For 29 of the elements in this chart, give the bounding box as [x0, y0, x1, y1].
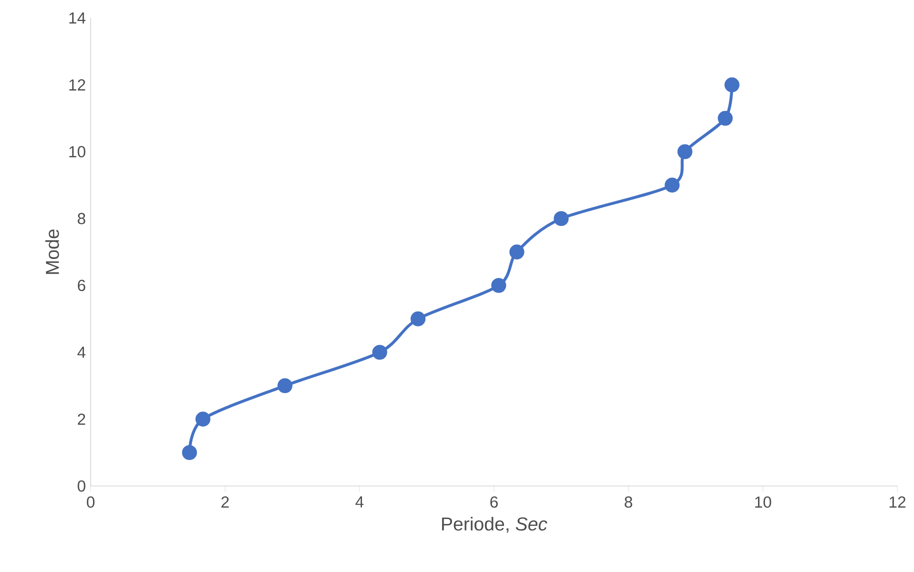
point — [491, 278, 506, 293]
y-tick-label: 6 — [78, 280, 86, 292]
x-axis-title: Periode, Sec — [442, 516, 548, 533]
point — [410, 311, 426, 326]
point — [554, 211, 569, 226]
x-tick-label: 8 — [624, 496, 632, 508]
x-tick-label: 6 — [490, 496, 498, 508]
x-tick-label: 12 — [890, 496, 906, 508]
y-axis-title: Mode — [45, 229, 60, 274]
y-tick-label: 10 — [69, 146, 86, 158]
point — [277, 378, 292, 394]
point — [677, 144, 692, 160]
y-tick-label: 4 — [77, 346, 86, 358]
point — [664, 178, 680, 193]
point — [372, 344, 388, 360]
point — [724, 77, 740, 92]
point — [509, 244, 524, 260]
y-tick-label: 14 — [69, 12, 86, 24]
x-tick-label: 2 — [221, 496, 229, 508]
x-tick-label: 4 — [355, 496, 364, 508]
y-tick-label: 0 — [78, 480, 86, 492]
y-tick-label: 8 — [78, 212, 86, 224]
point — [718, 110, 733, 126]
y-tick-label: 12 — [69, 79, 86, 90]
point — [195, 412, 210, 427]
x-tick-label: 10 — [755, 496, 772, 508]
y-tick-label: 2 — [78, 414, 86, 425]
point — [182, 445, 197, 460]
x-tick-label: 0 — [86, 496, 94, 508]
